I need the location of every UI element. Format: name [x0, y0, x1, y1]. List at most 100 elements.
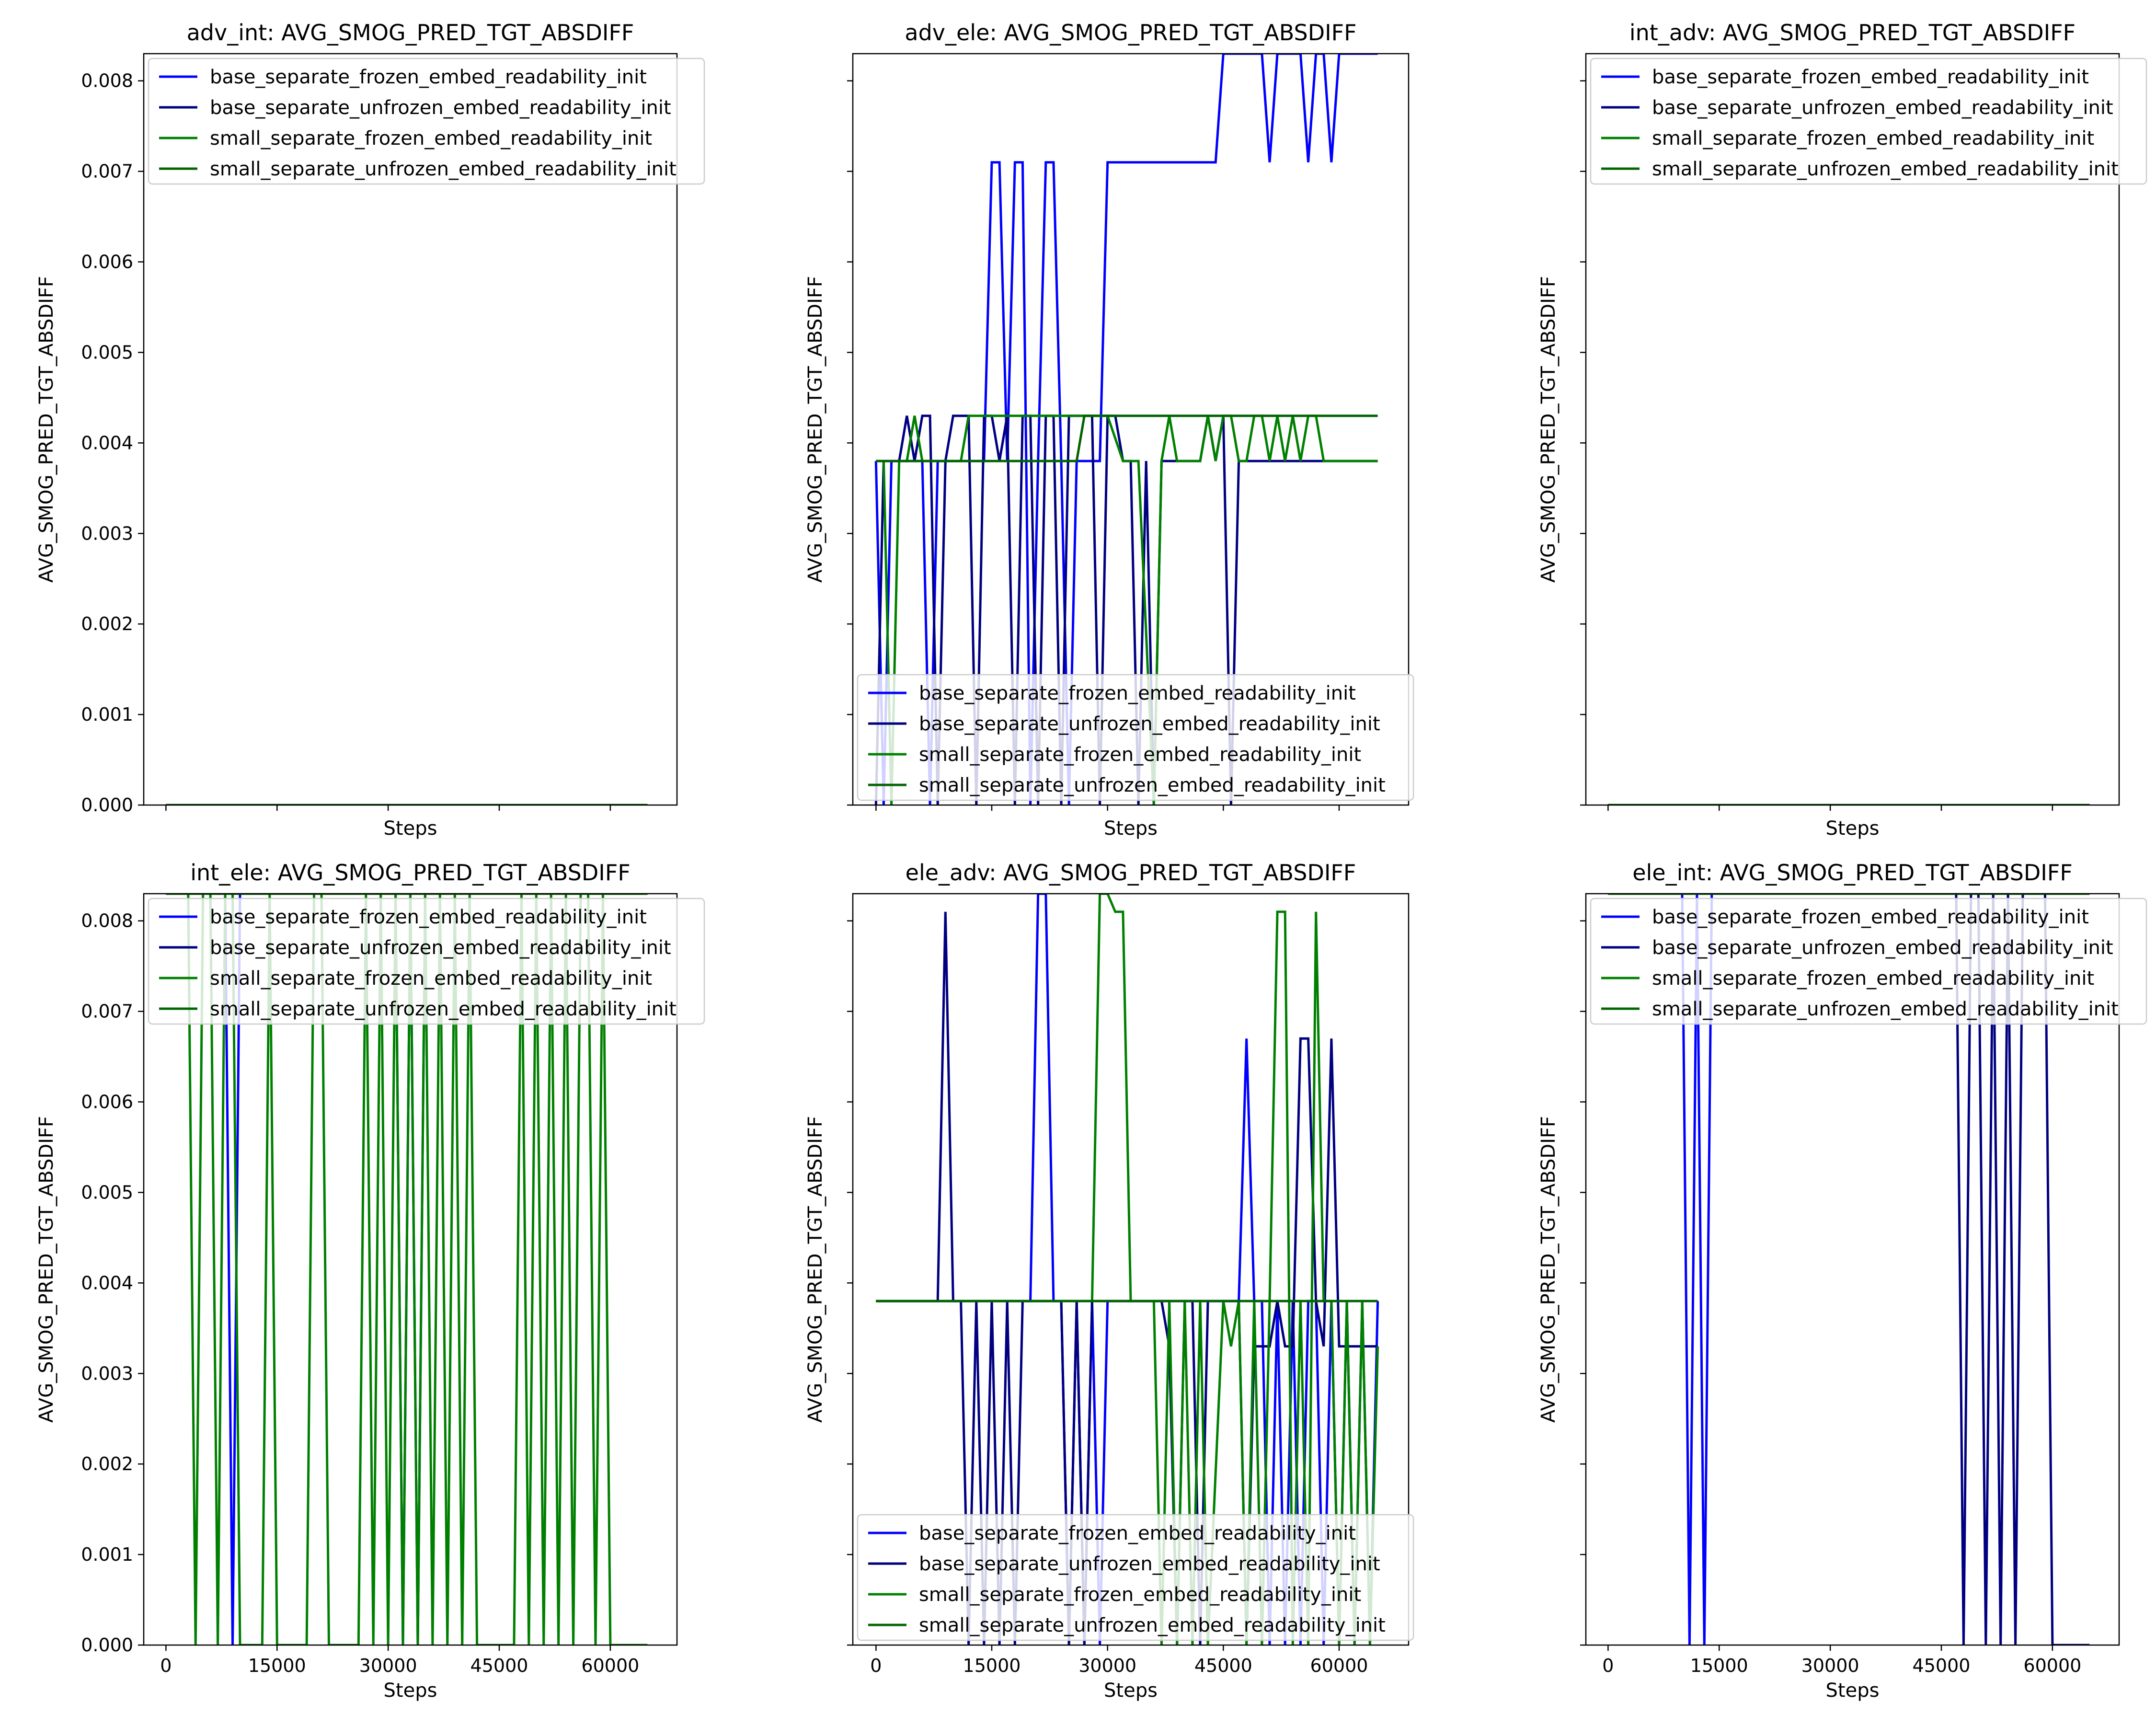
x-axis-label: Steps — [1104, 1680, 1158, 1702]
legend-label: base_separate_frozen_embed_readability_i… — [919, 1522, 1356, 1544]
y-tick-label: 0.006 — [81, 1092, 133, 1113]
legend-label: base_separate_frozen_embed_readability_i… — [210, 66, 647, 88]
x-axis-label: Steps — [384, 1680, 437, 1702]
legend-label: small_separate_frozen_embed_readability_… — [1652, 127, 2094, 150]
axes-frame — [143, 53, 678, 806]
legend-label: small_separate_frozen_embed_readability_… — [919, 1584, 1361, 1606]
y-tick-label: 0.002 — [81, 613, 133, 634]
series-line-3 — [876, 894, 1379, 1645]
legend-label: base_separate_frozen_embed_readability_i… — [210, 906, 647, 928]
y-axis-label: AVG_SMOG_PRED_TGT_ABSDIFF — [804, 1116, 826, 1423]
subplot-5: ele_adv: AVG_SMOG_PRED_TGT_ABSDIFF 0 15000… — [804, 860, 1414, 1702]
y-tick-label: 0.003 — [81, 523, 133, 544]
legend-label: small_separate_unfrozen_embed_readabilit… — [210, 998, 677, 1020]
legend-label: base_separate_frozen_embed_readability_i… — [1652, 66, 2089, 88]
y-tick-label: 0.006 — [81, 252, 133, 273]
y-tick-label: 0.007 — [81, 161, 133, 182]
x-tick-label: 0 — [160, 1655, 172, 1676]
subplot-3: int_adv: AVG_SMOG_PRED_TGT_ABSDIFF Steps A… — [1537, 20, 2147, 840]
legend-label: small_separate_frozen_embed_readability_… — [210, 967, 652, 990]
series-line-3 — [166, 894, 648, 1645]
y-tick-label: 0.000 — [81, 1635, 133, 1656]
legend-box — [857, 1514, 1414, 1641]
axes-frame — [852, 53, 1410, 806]
subplot-title: int_adv: AVG_SMOG_PRED_TGT_ABSDIFF — [1629, 20, 2076, 46]
x-tick-label: 15000 — [963, 1655, 1021, 1676]
x-tick-label: 45000 — [1913, 1655, 1971, 1676]
axes-frame — [1585, 893, 2120, 1646]
y-axis-label: AVG_SMOG_PRED_TGT_ABSDIFF — [1537, 276, 1560, 583]
y-tick-label: 0.008 — [81, 70, 133, 92]
legend-label: base_separate_unfrozen_embed_readability… — [1652, 937, 2113, 959]
x-tick-label: 30000 — [1078, 1655, 1136, 1676]
y-tick-label: 0.002 — [81, 1453, 133, 1474]
x-tick-label: 30000 — [1801, 1655, 1859, 1676]
legend-label: small_separate_frozen_embed_readability_… — [919, 744, 1361, 766]
legend-label: small_separate_unfrozen_embed_readabilit… — [1652, 158, 2119, 180]
x-axis-label: Steps — [1826, 817, 1880, 840]
x-tick-label: 45000 — [1194, 1655, 1252, 1676]
y-tick-label: 0.001 — [81, 1544, 133, 1565]
y-axis-label: AVG_SMOG_PRED_TGT_ABSDIFF — [35, 276, 57, 583]
x-tick-label: 0 — [870, 1655, 882, 1676]
legend-label: base_separate_unfrozen_embed_readability… — [919, 1553, 1380, 1575]
y-tick-label: 0.005 — [81, 1182, 133, 1203]
x-axis-label: Steps — [384, 817, 437, 840]
series-line-2 — [1608, 894, 2090, 1645]
series-line-2 — [876, 911, 1378, 1645]
legend: base_separate_frozen_embed_readability_i… — [148, 898, 705, 1025]
y-tick-label: 0.003 — [81, 1363, 133, 1384]
legend-label: base_separate_unfrozen_embed_readability… — [919, 713, 1380, 735]
y-tick-label: 0.008 — [81, 910, 133, 932]
y-tick-label: 0.007 — [81, 1001, 133, 1022]
legend-label: small_separate_unfrozen_embed_readabilit… — [1652, 998, 2119, 1020]
x-axis-label: Steps — [1826, 1680, 1880, 1702]
axes-frame — [143, 893, 678, 1646]
axes-frame — [1585, 53, 2120, 806]
legend: base_separate_frozen_embed_readability_i… — [148, 58, 705, 185]
legend-box — [148, 898, 705, 1025]
legend: base_separate_frozen_embed_readability_i… — [1590, 58, 2147, 185]
subplot-title: adv_ele: AVG_SMOG_PRED_TGT_ABSDIFF — [905, 20, 1356, 46]
y-axis-label: AVG_SMOG_PRED_TGT_ABSDIFF — [35, 1116, 57, 1423]
y-tick-label: 0.001 — [81, 704, 133, 725]
legend-label: base_separate_frozen_embed_readability_i… — [1652, 906, 2089, 928]
subplot-2: adv_ele: AVG_SMOG_PRED_TGT_ABSDIFF Steps A… — [804, 20, 1414, 840]
series-line-4 — [876, 414, 1378, 462]
subplot-title: ele_adv: AVG_SMOG_PRED_TGT_ABSDIFF — [906, 860, 1356, 886]
x-tick-label: 0 — [1602, 1655, 1614, 1676]
y-tick-label: 0.004 — [81, 432, 133, 453]
x-tick-label: 30000 — [359, 1655, 417, 1676]
legend-label: small_separate_unfrozen_embed_readabilit… — [210, 158, 677, 180]
legend-label: small_separate_frozen_embed_readability_… — [210, 127, 652, 150]
x-tick-label: 60000 — [2023, 1655, 2081, 1676]
legend-box — [1590, 58, 2147, 185]
y-tick-label: 0.004 — [81, 1272, 133, 1293]
legend: base_separate_frozen_embed_readability_i… — [857, 674, 1414, 801]
y-tick-label: 0.005 — [81, 342, 133, 363]
legend-box — [857, 674, 1414, 801]
legend-label: base_separate_unfrozen_embed_readability… — [210, 937, 671, 959]
subplot-6: ele_int: AVG_SMOG_PRED_TGT_ABSDIFF 0 15000… — [1537, 860, 2147, 1702]
x-tick-label: 60000 — [581, 1655, 639, 1676]
y-axis-label: AVG_SMOG_PRED_TGT_ABSDIFF — [1537, 1116, 1560, 1423]
legend-box — [148, 58, 705, 185]
subplot-title: ele_int: AVG_SMOG_PRED_TGT_ABSDIFF — [1632, 860, 2073, 886]
x-tick-label: 15000 — [1690, 1655, 1748, 1676]
x-axis-label: Steps — [1104, 817, 1158, 840]
legend-label: small_separate_unfrozen_embed_readabilit… — [919, 1614, 1386, 1636]
x-tick-label: 60000 — [1310, 1655, 1368, 1676]
subplot-4: int_ele: AVG_SMOG_PRED_TGT_ABSDIFF 0 15000… — [35, 860, 705, 1702]
y-tick-label: 0.000 — [81, 794, 133, 816]
subplot-1: adv_int: AVG_SMOG_PRED_TGT_ABSDIFF 0.000 0… — [35, 20, 705, 840]
legend: base_separate_frozen_embed_readability_i… — [1590, 898, 2147, 1025]
legend-label: small_separate_frozen_embed_readability_… — [1652, 967, 2094, 990]
legend: base_separate_frozen_embed_readability_i… — [857, 1514, 1414, 1641]
y-axis-label: AVG_SMOG_PRED_TGT_ABSDIFF — [804, 276, 826, 583]
legend-box — [1590, 898, 2147, 1025]
subplot-title: int_ele: AVG_SMOG_PRED_TGT_ABSDIFF — [190, 860, 631, 886]
legend-label: small_separate_unfrozen_embed_readabilit… — [919, 774, 1386, 796]
axes-frame — [852, 893, 1410, 1646]
